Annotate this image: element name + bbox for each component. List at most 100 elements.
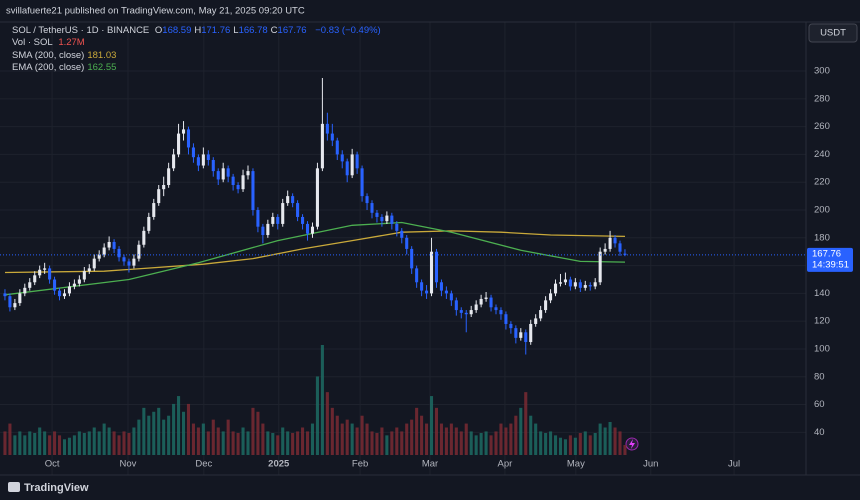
candle-body <box>206 154 210 160</box>
indicator-value: 162.55 <box>87 62 117 73</box>
candle-body <box>598 251 602 283</box>
volume-bar <box>613 427 617 455</box>
volume-bar <box>469 431 473 455</box>
volume-bar <box>504 427 508 455</box>
y-tick-label: 280 <box>814 93 830 104</box>
publisher: svillafuerte21 published on TradingView.… <box>6 6 305 17</box>
candle-body <box>494 307 498 311</box>
price-tag <box>807 247 853 272</box>
candle-body <box>539 310 543 319</box>
volume-bar <box>132 427 136 455</box>
y-tick-label: 180 <box>814 232 830 243</box>
candle-body <box>534 318 538 324</box>
candle-body <box>38 269 42 276</box>
volume-bar <box>77 431 81 455</box>
volume-bar <box>276 435 280 455</box>
y-tick-label: 140 <box>814 288 830 299</box>
x-tick-label: Nov <box>120 459 137 470</box>
volume-bar <box>415 407 419 455</box>
candle-body <box>573 282 577 287</box>
volume-bar <box>107 427 111 455</box>
volume-bar <box>355 427 359 455</box>
candle-body <box>72 283 76 287</box>
candle-body <box>107 241 111 248</box>
x-tick-label: May <box>567 459 585 470</box>
volume-bar <box>43 431 47 455</box>
candle-body <box>350 154 354 176</box>
x-tick-label: Dec <box>195 459 212 470</box>
volume-bar <box>365 423 369 455</box>
volume-bar <box>330 407 334 455</box>
y-tick-label: 260 <box>814 121 830 132</box>
volume-bar <box>137 419 141 455</box>
volume-bar <box>112 431 116 455</box>
volume-bar <box>524 392 528 455</box>
volume-bar <box>544 433 548 455</box>
volume-bar <box>375 433 379 455</box>
currency: USDT <box>820 28 846 39</box>
candle-body <box>117 248 121 258</box>
event-bolt <box>629 439 635 449</box>
candle-body <box>593 282 597 287</box>
volume-bar <box>201 423 205 455</box>
candle-body <box>186 129 191 148</box>
candle-body <box>484 297 488 299</box>
candle-body <box>509 323 513 329</box>
volume-bar <box>236 433 240 455</box>
candle-body <box>310 226 315 234</box>
candle-body <box>524 332 528 343</box>
volume-bar <box>588 435 592 455</box>
volume-bar <box>251 407 255 455</box>
volume-bar <box>464 423 468 455</box>
volume-bar <box>53 431 57 455</box>
volume-bar <box>385 435 389 455</box>
candle-body <box>62 293 67 297</box>
volume-bar <box>405 423 409 455</box>
volume-pane <box>3 345 627 455</box>
candle-body <box>489 297 493 308</box>
candle-body <box>529 323 533 343</box>
volume-bar <box>573 437 577 455</box>
volume-bar <box>147 415 151 455</box>
candle-body <box>132 258 136 266</box>
candle-body <box>127 261 131 266</box>
candle-body <box>464 312 468 315</box>
candle-body <box>97 254 101 259</box>
volume-bar <box>549 431 553 455</box>
volume-bar <box>177 396 181 455</box>
y-tick-label: 40 <box>814 427 825 438</box>
candle-body <box>112 241 116 249</box>
volume-bar <box>271 433 275 455</box>
volume-bar <box>97 431 101 455</box>
candle-body <box>276 216 280 224</box>
candle-body <box>286 196 290 204</box>
volume-bar <box>578 433 582 455</box>
candle-body <box>340 154 344 162</box>
price-tag-countdown: 14:39:51 <box>812 259 849 270</box>
indicator-lines <box>4 221 626 296</box>
ohlc-value: 171.76 <box>201 25 231 36</box>
candle-body <box>177 133 181 155</box>
candle-body <box>82 271 86 280</box>
candle-body <box>102 247 106 255</box>
candle-body <box>77 279 81 284</box>
volume-bar <box>23 435 27 455</box>
candle-body <box>459 310 463 313</box>
volume-bar <box>340 423 344 455</box>
volume-bar <box>553 435 558 455</box>
volume-bar <box>301 427 305 455</box>
candle-body <box>53 279 57 291</box>
candle-body <box>28 282 32 288</box>
candle-body <box>454 300 458 311</box>
symbol-title: SOL / TetherUS · 1D · BINANCE <box>12 25 150 36</box>
candle-body <box>400 230 404 238</box>
volume-bar <box>206 431 210 455</box>
candle-body <box>241 175 245 190</box>
volume-bar <box>162 419 166 455</box>
y-tick-label: 60 <box>814 399 825 410</box>
candle-body <box>13 303 17 308</box>
volume-bar <box>216 427 220 455</box>
volume-bar <box>335 415 339 455</box>
volume-bar <box>558 437 563 455</box>
candle-body <box>390 215 394 224</box>
